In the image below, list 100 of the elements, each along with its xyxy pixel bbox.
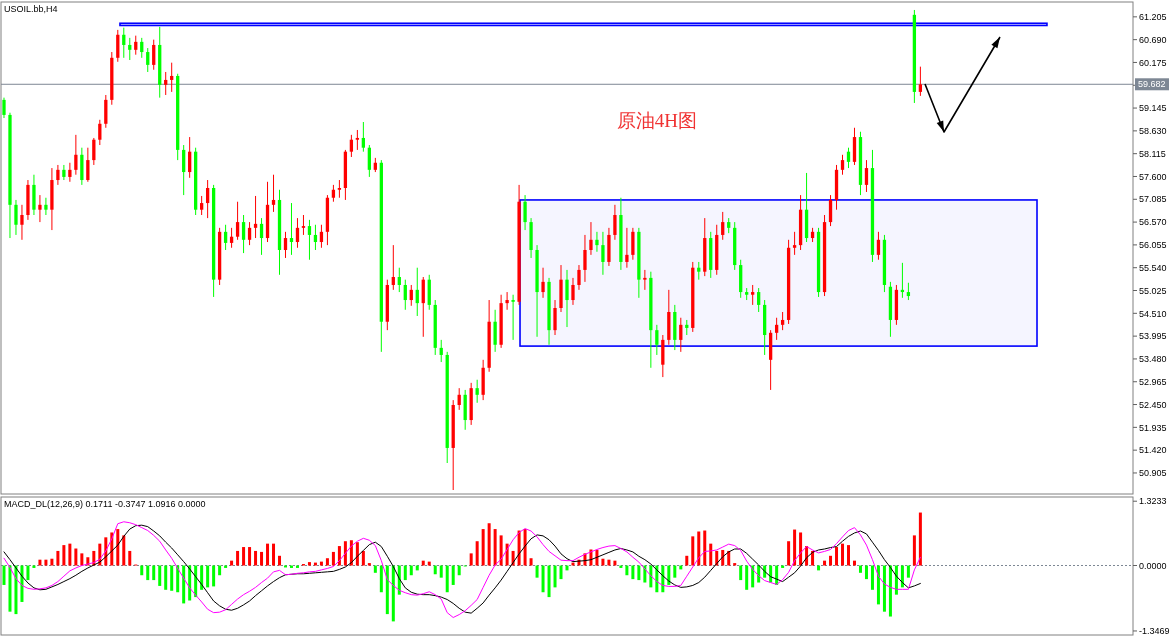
bar bbox=[146, 565, 150, 581]
candlestick bbox=[780, 311, 785, 331]
candlestick bbox=[367, 144, 371, 178]
bar bbox=[427, 561, 431, 566]
bar bbox=[116, 529, 120, 566]
candlestick bbox=[361, 121, 366, 153]
bar bbox=[529, 558, 533, 566]
bar bbox=[206, 565, 210, 588]
candlestick bbox=[421, 276, 425, 338]
chart-title: MACD_DL(12,26,9) 0.1711 -0.3747 1.0916 0.0000 bbox=[4, 499, 206, 509]
candlestick bbox=[589, 221, 593, 256]
candlestick bbox=[68, 162, 72, 183]
bar bbox=[379, 565, 383, 593]
bar bbox=[230, 560, 234, 566]
candlestick bbox=[104, 94, 108, 129]
bar bbox=[601, 558, 605, 566]
y-tick-label: -1.3469 bbox=[1139, 626, 1170, 637]
bar bbox=[254, 550, 258, 566]
bar bbox=[559, 565, 563, 580]
bar bbox=[709, 543, 713, 566]
candlestick bbox=[751, 284, 755, 306]
bar bbox=[876, 565, 880, 605]
candlestick bbox=[355, 129, 360, 151]
candlestick bbox=[62, 164, 66, 181]
candlestick bbox=[505, 291, 509, 311]
candlestick bbox=[828, 194, 833, 227]
bar bbox=[691, 536, 695, 566]
bar bbox=[433, 565, 437, 575]
bar bbox=[571, 562, 575, 566]
bar bbox=[170, 565, 174, 591]
y-tick-label: 60.175 bbox=[1139, 57, 1167, 68]
candlestick bbox=[20, 204, 24, 241]
bar bbox=[158, 565, 162, 586]
candlestick bbox=[92, 137, 96, 166]
bar bbox=[853, 560, 856, 566]
candlestick bbox=[397, 267, 401, 293]
bar bbox=[541, 565, 545, 593]
candlestick bbox=[182, 144, 186, 196]
candlestick bbox=[625, 227, 629, 269]
bar bbox=[469, 553, 473, 566]
bar bbox=[685, 555, 689, 566]
candlestick bbox=[553, 299, 557, 336]
candlestick bbox=[164, 71, 168, 96]
y-tick-label: 52.965 bbox=[1139, 376, 1167, 387]
candlestick bbox=[146, 47, 150, 73]
candlestick bbox=[152, 39, 156, 71]
y-tick-label: 52.450 bbox=[1139, 399, 1167, 410]
candlestick bbox=[74, 134, 78, 176]
bar bbox=[152, 565, 156, 581]
candlestick bbox=[577, 264, 581, 291]
bar bbox=[391, 565, 395, 622]
candlestick bbox=[655, 324, 659, 356]
candlestick bbox=[601, 231, 605, 276]
bar bbox=[337, 546, 341, 566]
candlestick bbox=[98, 119, 102, 146]
bar bbox=[445, 565, 449, 593]
y-tick-label: 51.935 bbox=[1139, 422, 1167, 433]
bar bbox=[607, 559, 611, 566]
bar bbox=[8, 565, 12, 612]
candlestick bbox=[571, 277, 575, 306]
y-tick-label: 59.145 bbox=[1139, 103, 1167, 114]
candlestick bbox=[134, 35, 138, 56]
candlestick bbox=[774, 317, 779, 341]
bar bbox=[62, 545, 66, 566]
bar bbox=[367, 563, 371, 566]
bar bbox=[421, 560, 425, 566]
y-tick-label: 0.0000 bbox=[1139, 560, 1167, 571]
bar bbox=[331, 551, 335, 566]
candlestick bbox=[253, 195, 258, 239]
bar bbox=[493, 529, 497, 566]
candlestick bbox=[643, 269, 647, 291]
bar bbox=[176, 565, 180, 593]
bar bbox=[673, 565, 677, 578]
bar bbox=[218, 565, 222, 576]
bar bbox=[343, 541, 347, 566]
candlestick bbox=[613, 204, 617, 241]
candlestick bbox=[38, 194, 42, 223]
bar bbox=[451, 565, 455, 585]
candlestick bbox=[439, 339, 443, 363]
bar bbox=[140, 565, 144, 576]
candlestick bbox=[349, 134, 354, 158]
y-tick-label: 53.480 bbox=[1139, 354, 1167, 365]
bar bbox=[313, 562, 317, 566]
bar bbox=[625, 565, 629, 576]
candlestick bbox=[631, 227, 635, 261]
candlestick bbox=[541, 267, 545, 299]
candlestick bbox=[307, 219, 312, 261]
y-tick-label: 51.420 bbox=[1139, 445, 1167, 456]
candlestick bbox=[229, 227, 234, 249]
annotation: 原油4H图 bbox=[616, 109, 698, 131]
y-tick-label: 55.025 bbox=[1139, 285, 1167, 296]
y-tick-label: 53.995 bbox=[1139, 331, 1167, 342]
candlestick bbox=[313, 224, 318, 251]
bar bbox=[373, 565, 377, 573]
candlestick bbox=[241, 214, 246, 254]
candlestick bbox=[200, 195, 204, 216]
candlestick bbox=[271, 174, 276, 213]
candlestick bbox=[247, 221, 252, 246]
bar bbox=[733, 563, 737, 566]
bar bbox=[2, 565, 6, 585]
